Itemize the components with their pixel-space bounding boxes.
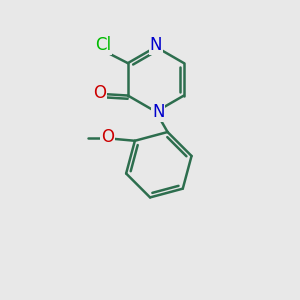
Text: N: N: [152, 103, 164, 121]
Text: N: N: [150, 37, 162, 55]
Text: O: O: [93, 84, 106, 102]
Text: O: O: [101, 128, 114, 146]
Text: Cl: Cl: [95, 37, 111, 55]
